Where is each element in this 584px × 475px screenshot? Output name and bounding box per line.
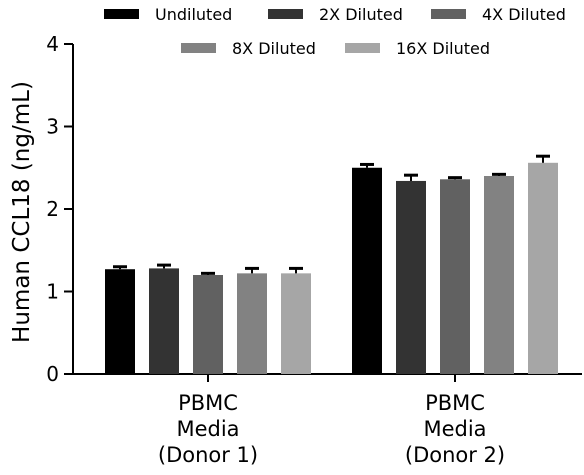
error-bars xyxy=(113,154,550,275)
bar xyxy=(281,273,311,374)
x-category-label: (Donor 1) xyxy=(158,443,258,467)
legend-swatch xyxy=(431,9,466,19)
y-tick-label: 1 xyxy=(46,280,59,304)
legend-swatch xyxy=(104,9,139,19)
y-tick-label: 3 xyxy=(46,115,59,139)
legend-label: 16X Diluted xyxy=(396,39,490,58)
y-tick-label: 0 xyxy=(46,362,59,386)
legend-label: 2X Diluted xyxy=(319,5,403,24)
legend-swatch xyxy=(345,43,380,53)
x-category-label: Media xyxy=(176,417,239,441)
legend: Undiluted 2X Diluted 4X Diluted 8X Diluted 1… xyxy=(104,5,566,58)
y-tick-label: 2 xyxy=(46,197,59,221)
legend-swatch xyxy=(268,9,303,19)
bars xyxy=(105,162,558,374)
bar xyxy=(396,180,426,374)
bar xyxy=(440,179,470,374)
bar xyxy=(149,268,179,374)
bar xyxy=(484,176,514,374)
legend-label: 4X Diluted xyxy=(482,5,566,24)
bar xyxy=(105,269,135,374)
x-category-label: PBMC xyxy=(425,391,485,415)
bar xyxy=(237,273,267,374)
bar xyxy=(193,275,223,374)
y-tick-label: 4 xyxy=(46,32,59,56)
y-axis-title: Human CCL18 (ng/mL) xyxy=(9,81,35,343)
legend-swatch xyxy=(181,43,216,53)
x-category-label: (Donor 2) xyxy=(405,443,505,467)
legend-label: Undiluted xyxy=(155,5,232,24)
bar xyxy=(528,162,558,374)
x-category-label: PBMC xyxy=(178,391,238,415)
bar xyxy=(352,167,382,374)
legend-label: 8X Diluted xyxy=(232,39,316,58)
x-category-label: Media xyxy=(423,417,486,441)
